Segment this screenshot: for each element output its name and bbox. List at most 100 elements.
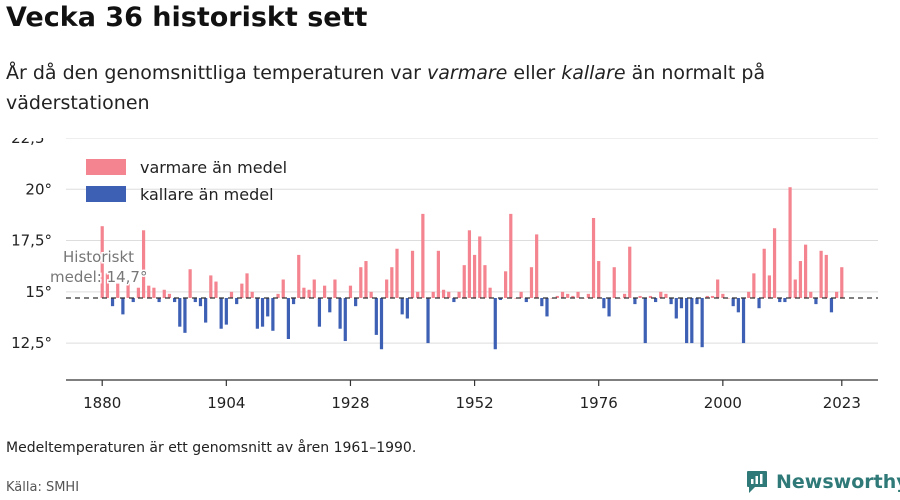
bar-2018 — [814, 297, 818, 305]
bar-1968 — [555, 295, 559, 298]
x-tick-label: 1880 — [83, 394, 121, 412]
bar-1934 — [379, 297, 384, 350]
bar-1884 — [121, 297, 125, 315]
average-label-line-1: Historiskt — [63, 248, 134, 266]
bar-1924 — [328, 297, 332, 313]
bar-1985 — [643, 297, 647, 344]
bar-2017 — [809, 291, 813, 298]
bar-1964 — [535, 234, 539, 298]
bar-2005 — [747, 291, 751, 298]
bar-1918 — [297, 254, 301, 298]
bar-1999 — [716, 279, 720, 298]
bar-1983 — [633, 297, 637, 305]
bar-1902 — [214, 281, 218, 298]
subtitle-text-mid: eller — [507, 62, 562, 84]
bar-1923 — [323, 285, 327, 298]
bar-1944 — [431, 291, 435, 298]
bar-1987 — [654, 297, 658, 303]
bar-1960 — [514, 297, 518, 299]
y-tick-label: 20° — [25, 180, 52, 198]
bar-2003 — [736, 297, 740, 313]
bar-1889 — [147, 285, 151, 298]
bar-1927 — [343, 297, 347, 342]
bar-1945 — [436, 250, 440, 298]
bar-1929 — [354, 297, 358, 307]
brand-name: Newsworthy — [776, 471, 900, 493]
bar-2021 — [829, 297, 834, 313]
bar-1957 — [498, 297, 503, 301]
bar-1982 — [628, 246, 632, 298]
bar-1939 — [405, 297, 409, 319]
bar-1905 — [229, 291, 234, 298]
bar-1979 — [612, 267, 616, 298]
bar-1900 — [204, 297, 208, 323]
temperature-bar-chart: 12,5° 15° 17,5° 20° 22,5° 1880 1904 1928 1952 19… — [11, 138, 878, 412]
bar-1977 — [602, 297, 606, 309]
bar-1997 — [705, 295, 709, 298]
subtitle-text-end: än normalt på väderstationen — [6, 62, 766, 114]
legend-label-warm: varmare än medel — [140, 158, 287, 177]
y-tick-label: 17,5° — [11, 232, 52, 250]
bar-1994 — [690, 297, 694, 344]
bar-2002 — [731, 297, 735, 307]
legend-label-cold: kallare än medel — [140, 185, 274, 204]
subtitle-warm-word: varmare — [427, 62, 508, 84]
bar-1920 — [307, 289, 311, 298]
bar-1930 — [359, 267, 363, 298]
bar-1908 — [245, 273, 249, 298]
bar-1881 — [105, 273, 109, 298]
newsworthy-logo-icon — [747, 471, 767, 493]
x-tick-label: 2023 — [823, 394, 861, 412]
bar-1880 — [100, 226, 104, 298]
x-tick-label: 1904 — [207, 394, 245, 412]
bar-1941 — [416, 291, 420, 298]
bar-1961 — [519, 291, 523, 298]
legend-swatch-warm — [86, 159, 126, 175]
bar-1988 — [659, 291, 663, 298]
bar-1928 — [348, 285, 353, 298]
bar-1896 — [183, 297, 187, 333]
bar-1953 — [478, 236, 482, 298]
bar-2008 — [762, 248, 766, 298]
bar-1990 — [669, 297, 673, 305]
bar-1971 — [571, 295, 575, 298]
bar-1903 — [219, 297, 223, 329]
bar-2012 — [783, 297, 787, 303]
bar-2010 — [772, 228, 777, 298]
bar-1919 — [302, 287, 306, 298]
bar-1998 — [710, 295, 715, 298]
bar-1885 — [126, 279, 130, 298]
bar-1954 — [483, 265, 487, 298]
bar-2004 — [741, 297, 746, 344]
bar-1933 — [374, 297, 378, 335]
bar-1911 — [260, 297, 265, 327]
bar-1913 — [271, 297, 275, 331]
bar-1948 — [452, 297, 456, 303]
bar-1907 — [240, 283, 244, 298]
bar-1925 — [333, 279, 337, 298]
bar-1966 — [545, 297, 549, 317]
bar-2015 — [798, 261, 803, 298]
bar-1949 — [457, 291, 461, 298]
bar-1921 — [312, 279, 316, 298]
bar-1937 — [395, 248, 399, 298]
bar-1950 — [462, 265, 466, 298]
bar-1978 — [607, 297, 611, 317]
bar-1936 — [390, 267, 394, 298]
bar-1938 — [400, 297, 404, 315]
bar-1972 — [576, 291, 580, 298]
x-tick-label: 1928 — [331, 394, 369, 412]
bar-1995 — [695, 297, 699, 305]
legend: varmare än medel kallare än medel — [86, 158, 287, 204]
bar-1906 — [235, 297, 239, 305]
bar-1883 — [116, 283, 120, 298]
y-tick-label: 12,5° — [11, 334, 52, 352]
bar-2023 — [840, 267, 844, 298]
bar-1940 — [410, 250, 415, 298]
bar-1947 — [447, 291, 451, 298]
bar-2007 — [757, 297, 761, 309]
x-tick-label: 1952 — [455, 394, 493, 412]
bar-1981 — [622, 293, 627, 298]
newsworthy-logo: Newsworthy — [746, 470, 900, 494]
bar-1963 — [529, 267, 534, 298]
